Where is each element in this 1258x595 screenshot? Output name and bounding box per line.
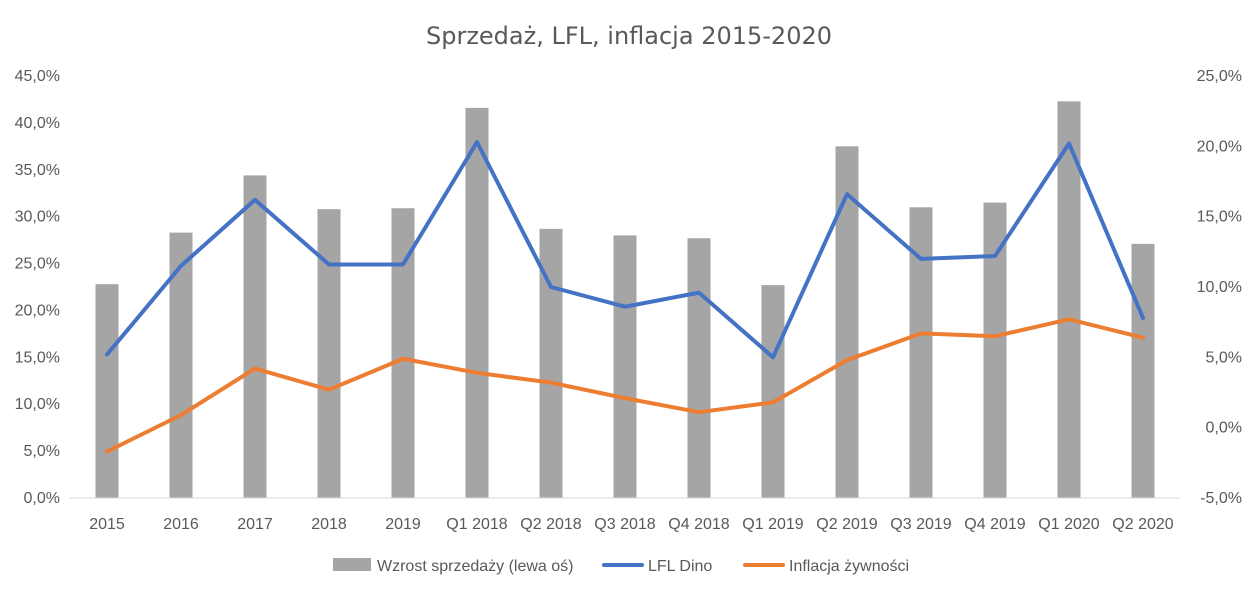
right-tick-label: 15,0% xyxy=(1197,209,1242,226)
x-tick-label: Q2 2020 xyxy=(1112,516,1173,533)
x-tick-label: 2016 xyxy=(163,516,199,533)
bar xyxy=(317,209,341,499)
x-tick-label: Q4 2018 xyxy=(668,516,729,533)
x-tick-label: 2015 xyxy=(89,516,125,533)
x-tick-label: Q1 2019 xyxy=(742,516,803,533)
left-tick-label: 5,0% xyxy=(24,443,60,460)
x-tick-label: Q3 2019 xyxy=(890,516,951,533)
right-tick-label: -5,0% xyxy=(1200,490,1242,507)
right-tick-label: 0,0% xyxy=(1206,420,1242,437)
series-line xyxy=(105,140,1145,360)
bar xyxy=(465,107,489,498)
left-tick-label: 10,0% xyxy=(15,396,60,413)
left-axis: 0,0% 5,0% 10,0% 15,0% 20,0% 25,0% 30,0% 35,0% 40… xyxy=(15,68,60,507)
x-tick-label: Q1 2020 xyxy=(1038,516,1099,533)
legend-label: Wzrost sprzedaży (lewa oś) xyxy=(377,558,574,575)
x-tick-label: 2017 xyxy=(237,516,273,533)
bar xyxy=(687,238,711,499)
bar xyxy=(243,175,267,498)
right-tick-label: 5,0% xyxy=(1206,349,1242,366)
x-tick-label: Q2 2019 xyxy=(816,516,877,533)
x-tick-label: Q3 2018 xyxy=(594,516,655,533)
bar xyxy=(761,285,785,498)
x-tick-label: 2019 xyxy=(385,516,421,533)
left-tick-label: 20,0% xyxy=(15,302,60,319)
left-tick-label: 25,0% xyxy=(15,256,60,273)
bar xyxy=(613,235,637,498)
right-axis: -5,0% 0,0% 5,0% 10,0% 15,0% 20,0% 25,0% xyxy=(1197,68,1242,507)
chart-title: Sprzedaż, LFL, inflacja 2015-2020 xyxy=(426,22,832,50)
bar xyxy=(391,208,415,498)
left-tick-label: 35,0% xyxy=(15,162,60,179)
legend: Wzrost sprzedaży (lewa oś) LFL Dino Inflac… xyxy=(333,558,909,575)
left-tick-label: 40,0% xyxy=(15,115,60,132)
x-tick-label: Q4 2019 xyxy=(964,516,1025,533)
bar xyxy=(1057,101,1081,498)
left-tick-label: 15,0% xyxy=(15,349,60,366)
bar-series xyxy=(95,101,1155,499)
right-tick-label: 20,0% xyxy=(1197,138,1242,155)
left-tick-label: 45,0% xyxy=(15,68,60,85)
right-tick-label: 10,0% xyxy=(1197,279,1242,296)
bar xyxy=(95,284,119,498)
bar xyxy=(169,232,193,498)
left-tick-label: 0,0% xyxy=(24,490,60,507)
bar xyxy=(539,228,563,498)
legend-swatch xyxy=(333,558,371,571)
x-tick-label: Q2 2018 xyxy=(520,516,581,533)
x-tick-label: 2018 xyxy=(311,516,347,533)
legend-label: Inflacja żywności xyxy=(789,558,909,575)
bar xyxy=(835,146,859,499)
bar xyxy=(1131,243,1155,498)
bar xyxy=(983,202,1007,498)
series-line xyxy=(105,317,1145,454)
bar xyxy=(909,207,933,499)
legend-label: LFL Dino xyxy=(648,558,712,575)
line-series xyxy=(105,140,1145,454)
x-tick-label: Q1 2018 xyxy=(446,516,507,533)
left-tick-label: 30,0% xyxy=(15,209,60,226)
right-tick-label: 25,0% xyxy=(1197,68,1242,85)
x-axis: 2015 2016 2017 2018 2019 Q1 2018 Q2 2018 Q3 201… xyxy=(89,516,1174,533)
